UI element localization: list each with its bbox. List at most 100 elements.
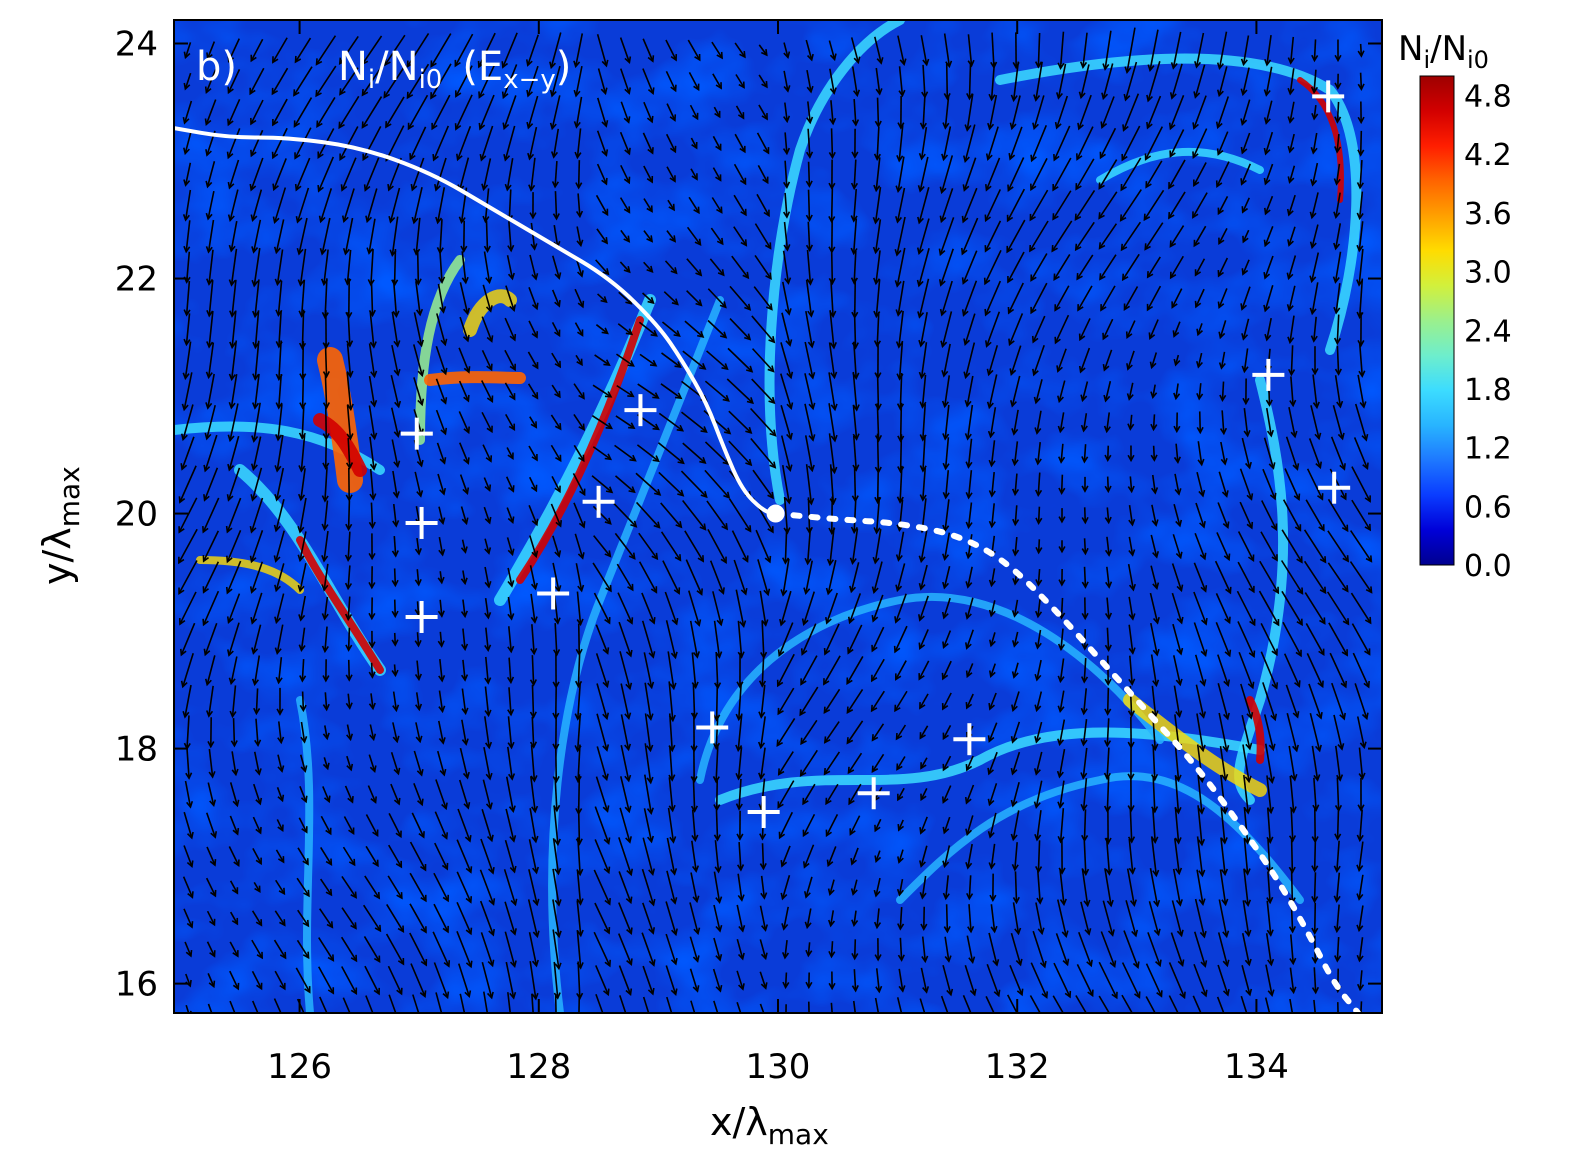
field-arrow-head <box>465 960 473 969</box>
field-arrow-head <box>1128 549 1136 557</box>
field-arrow-head <box>203 494 210 502</box>
field-arrow <box>666 996 673 1013</box>
field-arrow-head <box>851 952 859 961</box>
field-arrow <box>657 442 685 464</box>
field-arrow-head <box>715 984 723 993</box>
field-arrow-head <box>916 279 924 288</box>
field-arrow <box>1309 713 1321 751</box>
field-arrow-head <box>941 153 949 162</box>
field-arrow-head <box>830 466 838 475</box>
field-arrow <box>668 777 674 811</box>
field-arrow <box>531 655 535 685</box>
field-arrow-head <box>1087 989 1094 998</box>
field-arrow <box>577 744 581 782</box>
field-arrow-head <box>442 1024 448 1030</box>
field-arrow <box>323 563 329 591</box>
field-arrow <box>703 410 731 434</box>
field-arrow-head <box>987 798 995 807</box>
field-arrow <box>229 782 239 806</box>
field-arrow-head <box>650 586 658 594</box>
field-arrow <box>416 249 420 285</box>
field-arrow-head <box>325 858 333 866</box>
field-arrow-head <box>1052 213 1059 221</box>
field-arrow-head <box>942 581 950 590</box>
field-arrow <box>1242 259 1250 275</box>
field-arrow <box>430 33 452 67</box>
field-arrow <box>642 68 654 94</box>
field-arrow-head <box>209 859 217 867</box>
field-arrow-head <box>374 1021 379 1027</box>
field-arrow-head <box>393 797 401 806</box>
field-arrow <box>1012 61 1020 101</box>
field-arrow-head <box>485 305 493 313</box>
field-arrow-head <box>441 802 448 811</box>
field-arrow-head <box>764 555 772 564</box>
field-arrow <box>1168 962 1186 998</box>
field-arrow <box>385 933 405 965</box>
field-arrow <box>481 316 493 342</box>
field-arrow <box>804 435 814 471</box>
field-arrow <box>849 815 861 835</box>
field-arrow <box>231 279 237 317</box>
field-arrow-head <box>186 921 194 929</box>
field-arrow <box>503 95 517 129</box>
field-arrow-head <box>917 216 924 225</box>
field-arrow-head <box>205 371 213 380</box>
field-arrow-head <box>961 277 969 285</box>
field-arrow-head <box>647 147 654 155</box>
field-arrow-head <box>342 247 350 256</box>
field-arrow-head <box>461 276 469 285</box>
field-arrow-head <box>507 708 515 717</box>
field-arrow-head <box>532 362 539 370</box>
field-arrow <box>1053 254 1071 280</box>
field-arrow-head <box>531 302 539 311</box>
field-arrow-head <box>1111 991 1118 1000</box>
field-arrow <box>1260 531 1278 561</box>
field-arrow-head <box>183 179 191 187</box>
field-arrow-head <box>1295 649 1302 658</box>
field-arrow <box>1335 163 1341 185</box>
field-arrow-head <box>226 555 233 564</box>
field-arrow-head <box>1019 1021 1024 1027</box>
field-arrow-head <box>1062 958 1070 967</box>
field-arrow-head <box>894 704 901 713</box>
field-arrow-head <box>373 892 381 900</box>
field-arrow <box>920 787 928 801</box>
field-arrow-head <box>373 955 381 964</box>
field-arrow <box>899 937 903 961</box>
field-arrow-head <box>1151 487 1159 495</box>
field-arrow-head <box>1150 454 1158 462</box>
field-arrow <box>896 997 903 1013</box>
field-arrow <box>505 476 515 492</box>
field-arrow-head <box>440 397 448 405</box>
field-arrow-head <box>1339 712 1346 721</box>
field-arrow-head <box>1104 678 1112 687</box>
field-arrow <box>1010 932 1022 966</box>
field-arrow-head <box>1011 458 1019 467</box>
field-arrow-head <box>763 588 771 597</box>
field-arrow-head <box>693 1015 699 1021</box>
field-arrow <box>228 622 240 656</box>
field-arrow <box>458 347 470 373</box>
field-arrow <box>806 908 812 928</box>
field-arrow <box>184 132 192 154</box>
field-arrow-head <box>438 276 446 284</box>
field-arrow <box>942 965 952 995</box>
field-arrow-head <box>806 85 814 94</box>
field-arrow <box>595 993 604 1013</box>
field-arrow-head <box>227 214 235 223</box>
field-arrow <box>644 713 652 751</box>
field-arrow-head <box>460 577 468 586</box>
field-arrow <box>943 375 951 407</box>
field-arrow <box>1106 536 1110 556</box>
field-arrow-head <box>647 681 655 690</box>
field-arrow <box>616 353 634 367</box>
field-arrow <box>712 73 722 89</box>
field-arrow <box>1335 283 1341 313</box>
field-arrow <box>1285 684 1299 718</box>
field-arrow <box>1060 597 1064 619</box>
field-arrow <box>894 690 908 712</box>
density-filament <box>696 592 1164 784</box>
field-arrow-head <box>1145 181 1152 189</box>
field-arrow <box>254 373 260 409</box>
